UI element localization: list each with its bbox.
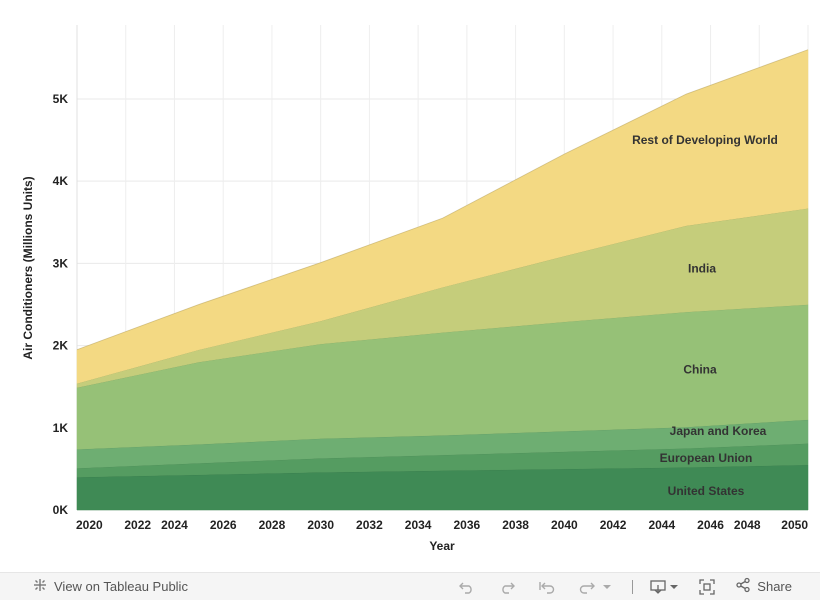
area-rest-of-developing-world[interactable] bbox=[76, 49, 809, 384]
x-tick-label: 2028 bbox=[259, 518, 286, 532]
share-icon bbox=[735, 577, 751, 596]
x-tick-label: 2030 bbox=[307, 518, 334, 532]
area-edge-rest-of-developing-world bbox=[76, 49, 809, 351]
series-label-india: India bbox=[688, 262, 716, 276]
x-tick-label: 2044 bbox=[648, 518, 675, 532]
series-label-china: China bbox=[683, 362, 717, 376]
revert-icon[interactable] bbox=[538, 580, 556, 594]
x-tick-label: 2032 bbox=[356, 518, 383, 532]
refresh-dropdown-chevron-icon[interactable] bbox=[602, 583, 612, 591]
refresh-icon[interactable] bbox=[578, 580, 596, 594]
download-dropdown-chevron-icon[interactable] bbox=[669, 583, 679, 591]
toolbar-actions: Share bbox=[458, 577, 792, 596]
x-tick-label: 2038 bbox=[502, 518, 529, 532]
area-series bbox=[76, 49, 809, 511]
tableau-toolbar: View on Tableau Public bbox=[0, 572, 820, 600]
tableau-logo-icon bbox=[32, 577, 48, 596]
x-tick-label: 2022 bbox=[124, 518, 151, 532]
x-tick-label: 2024 bbox=[161, 518, 188, 532]
toolbar-divider bbox=[632, 579, 634, 594]
redo-icon[interactable] bbox=[498, 580, 516, 594]
share-label: Share bbox=[757, 579, 792, 594]
undo-icon[interactable] bbox=[458, 580, 476, 594]
view-on-tableau-label: View on Tableau Public bbox=[54, 579, 188, 594]
download-icon[interactable] bbox=[649, 579, 667, 595]
x-tick-label: 2048 bbox=[734, 518, 761, 532]
y-tick-label: 0K bbox=[53, 503, 69, 517]
stacked-area-chart: United States European Union Japan and Kor… bbox=[21, 25, 809, 553]
series-labels: United States European Union Japan and Kor… bbox=[632, 133, 778, 498]
x-tick-label: 2020 bbox=[76, 518, 103, 532]
series-label-united-states: United States bbox=[668, 484, 745, 498]
x-tick-label: 2050 bbox=[781, 518, 808, 532]
share-button[interactable]: Share bbox=[735, 577, 792, 596]
y-axis-title: Air Conditioners (Millions Units) bbox=[21, 176, 35, 359]
y-axis-ticks: 0K 1K 2K 3K 4K 5K bbox=[53, 92, 69, 517]
x-tick-label: 2036 bbox=[454, 518, 481, 532]
y-tick-label: 4K bbox=[53, 174, 69, 188]
y-tick-label: 3K bbox=[53, 256, 69, 270]
series-label-rest-of-developing-world: Rest of Developing World bbox=[632, 133, 778, 147]
fullscreen-icon[interactable] bbox=[699, 578, 715, 595]
y-tick-label: 5K bbox=[53, 92, 69, 106]
x-tick-label: 2034 bbox=[405, 518, 432, 532]
view-on-tableau-link[interactable]: View on Tableau Public bbox=[32, 577, 188, 596]
y-tick-label: 2K bbox=[53, 339, 69, 353]
x-tick-label: 2042 bbox=[600, 518, 627, 532]
x-tick-label: 2026 bbox=[210, 518, 237, 532]
series-label-japan-and-korea: Japan and Korea bbox=[670, 424, 767, 438]
series-label-european-union: European Union bbox=[660, 451, 753, 465]
x-tick-label: 2040 bbox=[551, 518, 578, 532]
y-tick-label: 1K bbox=[53, 421, 69, 435]
x-axis-ticks: 2020 2022 2024 2026 2028 2030 2032 2034 2036 2038… bbox=[76, 518, 808, 532]
x-tick-label: 2046 bbox=[697, 518, 724, 532]
x-axis-title: Year bbox=[429, 539, 455, 553]
